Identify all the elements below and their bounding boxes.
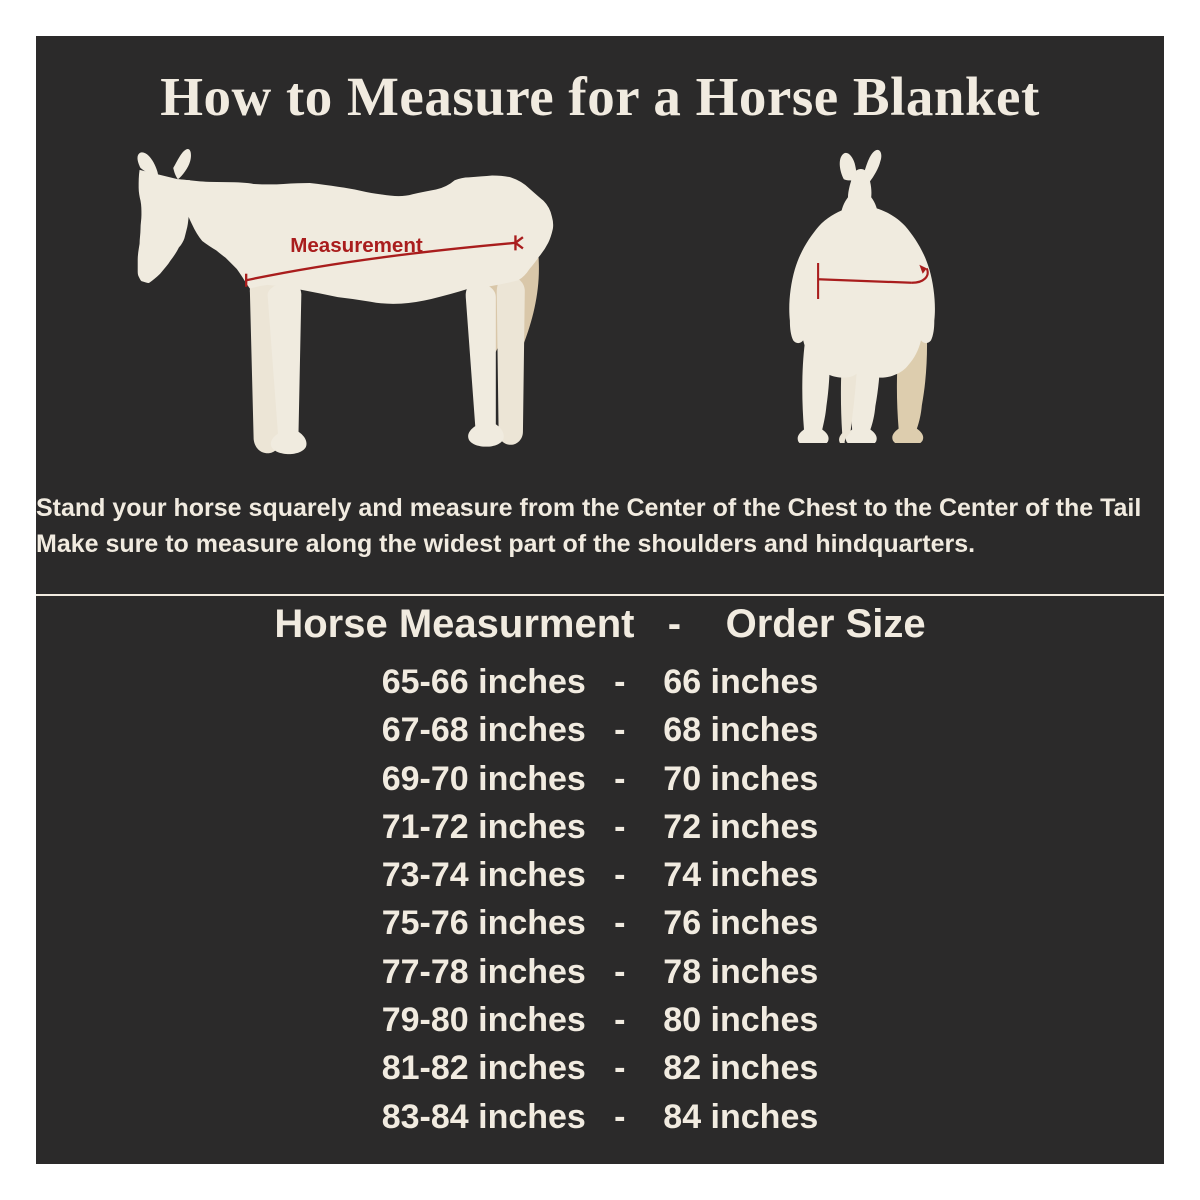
svg-text:Measurement: Measurement [290, 234, 423, 257]
